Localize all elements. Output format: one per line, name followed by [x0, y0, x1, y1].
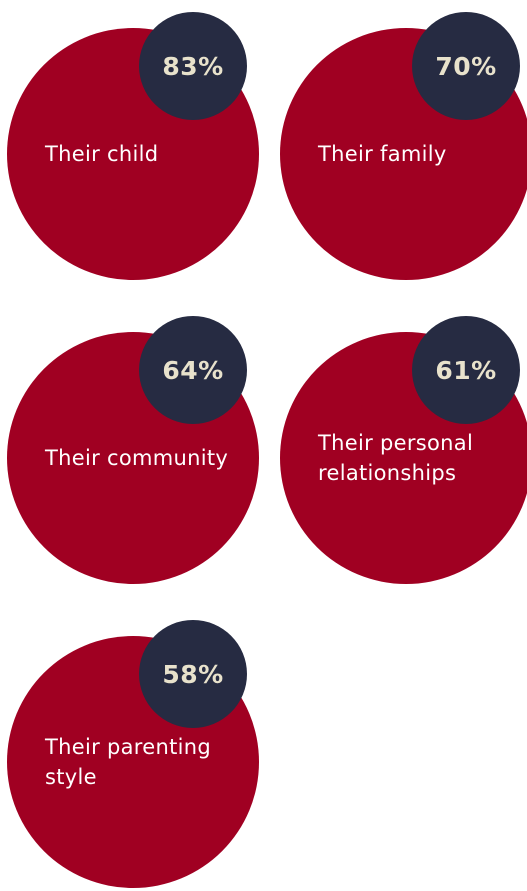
stat-label: Their family: [318, 142, 447, 166]
stat-label: Their personal relationships: [318, 431, 474, 485]
stat-item-their-child: Their child 83%: [7, 12, 262, 283]
stat-percent-badge: 64%: [139, 316, 247, 424]
stat-item-their-personal-relationships: Their personal relationships 61%: [280, 316, 527, 587]
stat-item-their-community: Their community 64%: [7, 316, 262, 587]
stat-label: Their parenting style: [45, 735, 212, 789]
stat-percent-badge: 58%: [139, 620, 247, 728]
stat-item-their-family: Their family 70%: [280, 12, 527, 283]
stat-label: Their child: [45, 142, 159, 166]
stat-label: Their community: [45, 446, 229, 470]
stat-item-their-parenting-style: Their parenting style 58%: [7, 620, 262, 891]
stat-percent-badge: 70%: [412, 12, 520, 120]
stat-percent-badge: 83%: [139, 12, 247, 120]
stat-percent-badge: 61%: [412, 316, 520, 424]
